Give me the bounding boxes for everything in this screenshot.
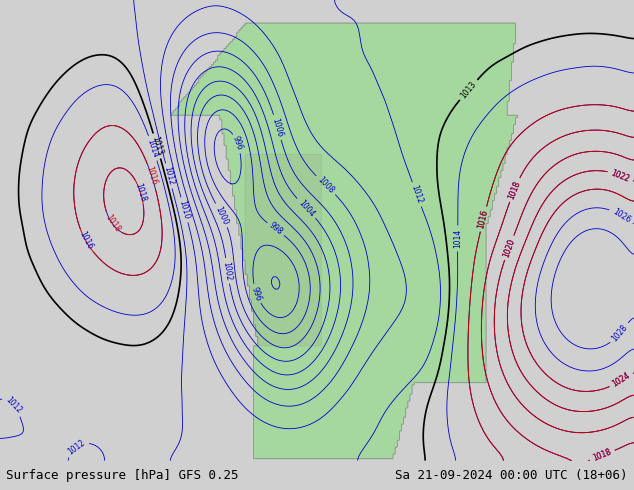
Text: 1012: 1012	[410, 184, 424, 205]
Text: Surface pressure [hPa] GFS 0.25: Surface pressure [hPa] GFS 0.25	[6, 469, 239, 482]
Text: 1014: 1014	[146, 138, 160, 159]
Text: 1018: 1018	[507, 179, 522, 200]
Text: 1024: 1024	[611, 371, 632, 389]
Text: 1008: 1008	[316, 175, 336, 195]
Text: 1014: 1014	[453, 229, 462, 248]
Text: 1020: 1020	[501, 237, 517, 258]
Text: 1013: 1013	[150, 136, 164, 156]
Text: 1018: 1018	[507, 179, 522, 200]
Text: 1013: 1013	[459, 80, 478, 100]
Text: 996: 996	[250, 285, 263, 302]
Text: 1012: 1012	[66, 438, 87, 456]
Text: 1012: 1012	[162, 166, 176, 186]
Text: 1018: 1018	[103, 213, 122, 234]
Text: 1020: 1020	[501, 237, 517, 258]
Text: 1016: 1016	[477, 209, 490, 229]
Text: 1022: 1022	[610, 168, 631, 184]
Text: 1004: 1004	[297, 198, 316, 219]
Text: 1024: 1024	[611, 371, 632, 389]
Text: 998: 998	[267, 221, 284, 237]
Text: Sa 21-09-2024 00:00 UTC (18+06): Sa 21-09-2024 00:00 UTC (18+06)	[395, 469, 628, 482]
Text: 1012: 1012	[4, 395, 24, 415]
Text: 996: 996	[231, 135, 244, 152]
Text: 1006: 1006	[271, 117, 285, 138]
Text: 1018: 1018	[592, 447, 612, 463]
Text: 1022: 1022	[610, 168, 631, 184]
Text: 1016: 1016	[145, 166, 158, 186]
Text: 1018: 1018	[592, 447, 612, 463]
Text: 1000: 1000	[214, 204, 230, 226]
Text: 1002: 1002	[222, 261, 233, 281]
Text: 1010: 1010	[178, 199, 191, 220]
Text: 1016: 1016	[77, 230, 94, 251]
Text: 1016: 1016	[477, 209, 490, 229]
Text: 1018: 1018	[133, 182, 148, 202]
Text: 1028: 1028	[611, 323, 630, 343]
Text: 1026: 1026	[611, 207, 632, 225]
